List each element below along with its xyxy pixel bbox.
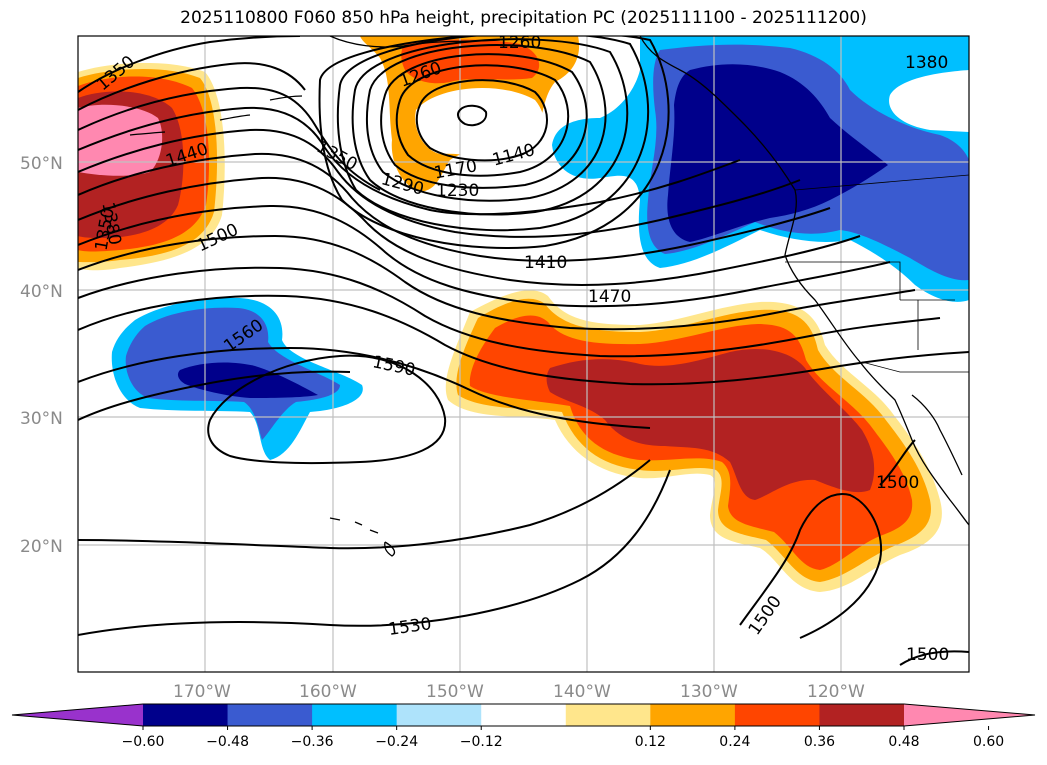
lon-label-140w: 140°W xyxy=(553,682,611,702)
colorbar-tick-label: −0.24 xyxy=(375,734,418,750)
lat-label-30n: 30°N xyxy=(20,409,63,429)
latitude-labels: 50°N 40°N 30°N 20°N xyxy=(20,154,63,557)
lon-label-150w: 150°W xyxy=(426,682,484,702)
colorbar-segment xyxy=(481,704,567,726)
lon-label-120w: 120°W xyxy=(807,682,865,702)
colorbar-tick-label: 0.48 xyxy=(888,734,919,750)
colorbar-segment xyxy=(312,704,398,726)
colorbar-tick-label: 0.24 xyxy=(719,734,750,750)
colorbar-segment xyxy=(565,704,651,726)
negative-pc-region-northeast xyxy=(552,36,969,302)
colorbar-tick-label: −0.60 xyxy=(122,734,165,750)
colorbar-tick-label: −0.48 xyxy=(206,734,249,750)
colorbar-tick-label: 0.36 xyxy=(804,734,835,750)
colorbar: −0.60 −0.48 −0.36 −0.24 −0.12 0.12 0.24 0.36 0.4… xyxy=(11,703,1036,750)
lat-label-20n: 20°N xyxy=(20,537,63,557)
contour-label: 1500 xyxy=(876,473,919,493)
lon-label-160w: 160°W xyxy=(299,682,357,702)
colorbar-tick-label: 0.60 xyxy=(973,734,1004,750)
colorbar-tick-label: −0.12 xyxy=(460,734,503,750)
colorbar-segment xyxy=(396,704,482,726)
map-title: 2025110800 F060 850 hPa height, precipit… xyxy=(180,8,867,28)
colorbar-segment xyxy=(819,704,905,726)
contour-label: 1380 xyxy=(905,53,948,73)
contour-label: 1260 xyxy=(498,33,541,53)
colorbar-segment xyxy=(227,704,313,726)
contour-label: 1230 xyxy=(436,181,479,201)
colorbar-extend-high xyxy=(904,704,1035,726)
height-contours xyxy=(78,36,969,666)
lon-label-130w: 130°W xyxy=(680,682,738,702)
colorbar-segment xyxy=(734,704,820,726)
map-frame xyxy=(77,35,970,673)
colorbar-segment xyxy=(143,704,229,726)
colorbar-tick-label: 0.12 xyxy=(635,734,666,750)
colorbar-extend-low xyxy=(12,704,143,726)
longitude-labels: 170°W 160°W 150°W 140°W 130°W 120°W xyxy=(173,682,865,702)
lat-label-40n: 40°N xyxy=(20,282,63,302)
contour-label: 1470 xyxy=(588,287,631,307)
colorbar-segment xyxy=(650,704,736,726)
contour-label: 1410 xyxy=(524,253,567,273)
graticule xyxy=(78,36,969,672)
colorbar-tick-label: −0.36 xyxy=(291,734,334,750)
contour-label: 1500 xyxy=(906,645,949,665)
lat-label-50n: 50°N xyxy=(20,154,63,174)
lon-label-170w: 170°W xyxy=(173,682,231,702)
